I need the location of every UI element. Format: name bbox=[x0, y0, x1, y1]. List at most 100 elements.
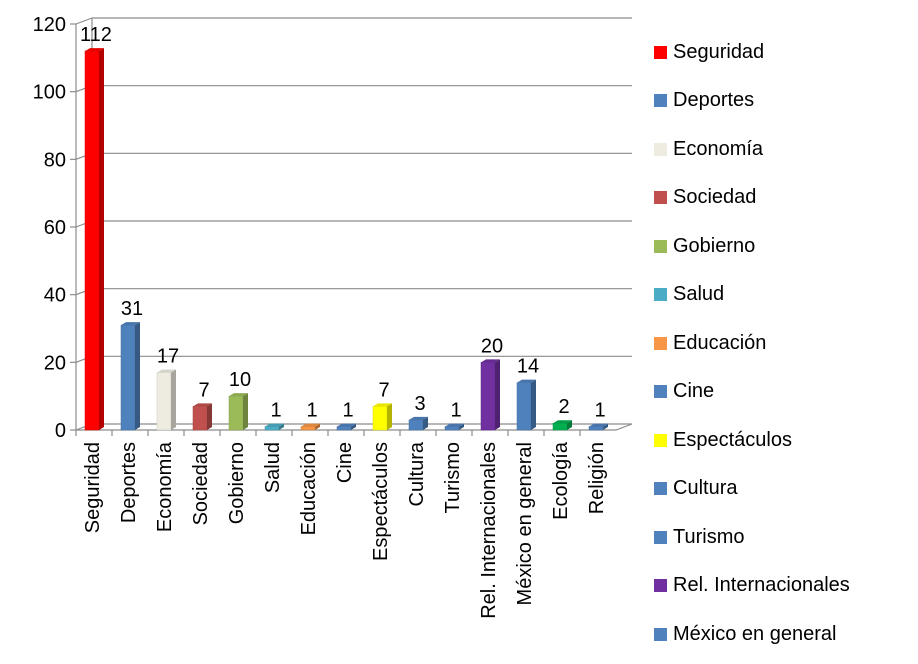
legend-label: Economía bbox=[673, 137, 764, 160]
bar-top bbox=[373, 403, 392, 407]
legend-label: Educación bbox=[673, 331, 767, 354]
data-label: 7 bbox=[198, 379, 209, 401]
bar-front bbox=[336, 426, 352, 431]
bar-Cine bbox=[336, 423, 356, 431]
bar-México en general bbox=[516, 379, 536, 431]
legend-swatch bbox=[654, 579, 667, 593]
data-label: 14 bbox=[517, 356, 539, 378]
legend-label: Cine bbox=[673, 380, 715, 403]
bar-top bbox=[445, 423, 464, 427]
data-label: 1 bbox=[594, 400, 605, 422]
legend-label: México en general bbox=[673, 622, 837, 645]
legend-swatch bbox=[654, 142, 667, 156]
bar-top bbox=[229, 393, 248, 397]
bar-side bbox=[387, 403, 392, 430]
x-tick-label: Ecología bbox=[550, 441, 572, 520]
bar-side bbox=[423, 416, 428, 430]
legend-label: Salud bbox=[673, 283, 725, 306]
legend-item: Seguridad bbox=[654, 28, 916, 77]
bar-top bbox=[157, 369, 176, 373]
x-tick-label: Deportes bbox=[118, 442, 140, 523]
bar-top bbox=[589, 423, 608, 427]
bar-top bbox=[301, 423, 320, 427]
legend-swatch bbox=[654, 191, 667, 205]
bar-top bbox=[409, 416, 428, 420]
bar-Cultura bbox=[408, 416, 428, 431]
data-label: 31 bbox=[121, 298, 143, 320]
bar-Religión bbox=[588, 423, 608, 431]
bar-top bbox=[121, 322, 140, 326]
bar-front bbox=[480, 362, 496, 431]
bar-side bbox=[171, 369, 176, 430]
legend-item: México en general bbox=[654, 610, 916, 659]
bar-front bbox=[588, 426, 604, 431]
bar-Gobierno bbox=[228, 393, 248, 431]
legend-item: Turismo bbox=[654, 513, 916, 562]
legend: Seguridad Deportes Economía Sociedad Gobiern… bbox=[654, 28, 916, 659]
data-label: 1 bbox=[342, 400, 353, 422]
legend-label: Gobierno bbox=[673, 234, 756, 257]
legend-swatch bbox=[654, 239, 667, 253]
legend-item: Economía bbox=[654, 125, 916, 174]
bar-side bbox=[459, 423, 464, 430]
legend-label: Cultura bbox=[673, 477, 738, 500]
legend-item: Cine bbox=[654, 368, 916, 417]
bar-front bbox=[444, 426, 460, 431]
x-tick-label: Seguridad bbox=[82, 442, 104, 533]
bar-Educación bbox=[300, 423, 320, 431]
legend-swatch bbox=[654, 336, 667, 350]
bar-front bbox=[192, 406, 208, 431]
x-tick-label: Religión bbox=[586, 442, 608, 514]
x-tick-label: Salud bbox=[262, 442, 284, 493]
bar-Ecología bbox=[552, 420, 572, 431]
data-label: 1 bbox=[306, 400, 317, 422]
bar-side bbox=[243, 393, 248, 430]
legend-label: Rel. Internacionales bbox=[673, 574, 850, 597]
x-tick-label: México en general bbox=[514, 442, 536, 605]
data-label: 1 bbox=[450, 400, 461, 422]
bar-Economía bbox=[156, 369, 176, 431]
data-label: 17 bbox=[157, 345, 179, 367]
bar-front bbox=[408, 419, 424, 431]
y-tick-label: 80 bbox=[44, 149, 66, 171]
bar-top bbox=[517, 379, 536, 383]
bar-side bbox=[207, 403, 212, 430]
x-tick-label: Gobierno bbox=[226, 442, 248, 524]
legend-swatch bbox=[654, 385, 667, 399]
bar-Turismo bbox=[444, 423, 464, 431]
gridline-side bbox=[75, 17, 93, 25]
legend-swatch bbox=[654, 482, 667, 496]
bar-side bbox=[279, 423, 284, 430]
legend-label: Espectáculos bbox=[673, 428, 792, 451]
y-tick-label: 40 bbox=[44, 285, 66, 307]
bar-front bbox=[120, 324, 136, 431]
legend-label: Sociedad bbox=[673, 186, 757, 209]
legend-swatch bbox=[654, 288, 667, 302]
x-tick-label: Turismo bbox=[442, 442, 464, 513]
x-tick-label: Cine bbox=[334, 442, 356, 483]
bar-Seguridad bbox=[84, 48, 104, 431]
bar-top bbox=[265, 423, 284, 427]
bar-side bbox=[99, 48, 104, 431]
data-label: 112 bbox=[80, 24, 112, 46]
y-tick-label: 120 bbox=[33, 14, 66, 36]
bar-front bbox=[156, 372, 172, 431]
data-label: 1 bbox=[270, 400, 281, 422]
legend-item: Salud bbox=[654, 271, 916, 320]
bar-front bbox=[300, 426, 316, 431]
data-label: 2 bbox=[558, 396, 569, 418]
bar-front bbox=[516, 382, 532, 431]
y-tick-label: 100 bbox=[33, 82, 66, 104]
data-label: 10 bbox=[229, 369, 251, 391]
legend-label: Deportes bbox=[673, 89, 755, 112]
y-tick-label: 20 bbox=[44, 352, 66, 374]
y-tick-label: 60 bbox=[44, 217, 66, 239]
bar-Espectáculos bbox=[372, 403, 392, 431]
legend-item: Deportes bbox=[654, 77, 916, 126]
bar-front bbox=[552, 422, 568, 431]
legend-swatch bbox=[654, 94, 667, 108]
data-label: 20 bbox=[481, 335, 503, 357]
legend-label: Turismo bbox=[673, 525, 745, 548]
y-tick-label: 0 bbox=[55, 420, 66, 442]
